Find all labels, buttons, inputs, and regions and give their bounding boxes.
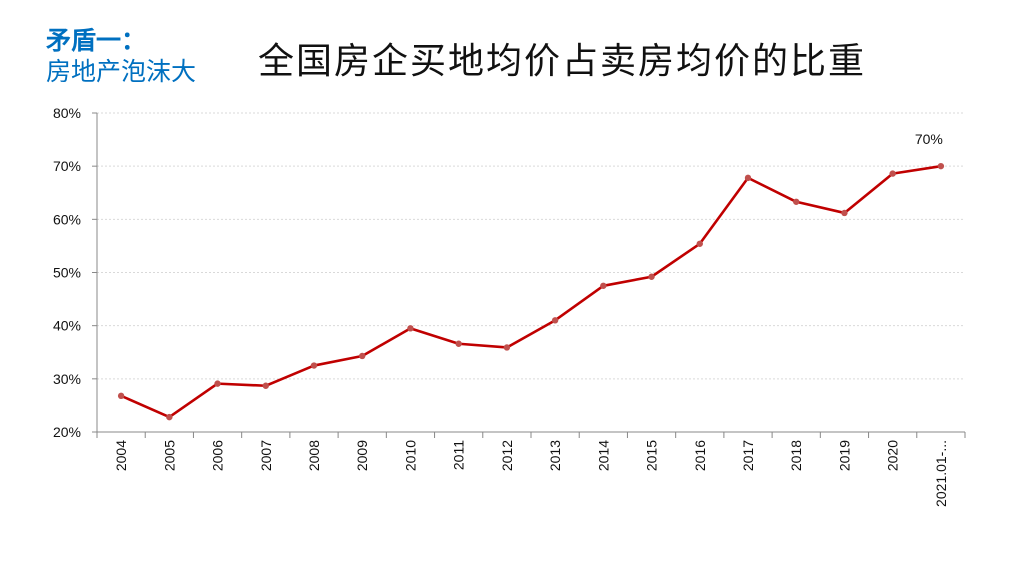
data-point — [648, 273, 655, 280]
data-point — [262, 382, 269, 389]
y-tick-label: 20% — [53, 424, 81, 440]
x-tick-label: 2014 — [595, 440, 611, 471]
x-tick-label: 2005 — [161, 440, 177, 471]
x-tick-label: 2021.01-... — [933, 440, 949, 507]
x-tick-label: 2016 — [692, 440, 708, 471]
section-title: 矛盾一： 房地产泡沫大 — [46, 26, 196, 88]
data-point — [117, 392, 125, 400]
data-point — [744, 174, 752, 182]
data-point — [407, 325, 414, 332]
x-tick-label: 2006 — [210, 440, 226, 471]
data-point — [551, 317, 559, 324]
axes — [92, 112, 966, 438]
x-tick-label: 2009 — [354, 440, 370, 471]
y-tick-label: 30% — [53, 371, 81, 387]
section-title-line2: 房地产泡沫大 — [46, 57, 197, 86]
x-tick-label: 2011 — [451, 440, 467, 470]
x-tick-label: 2004 — [113, 440, 129, 471]
x-tick-label: 2019 — [836, 440, 852, 471]
data-point — [166, 413, 173, 421]
data-point — [455, 340, 462, 347]
x-tick-label: 2010 — [402, 440, 418, 471]
x-tick-label: 2013 — [547, 440, 563, 471]
data-point — [793, 198, 800, 205]
x-tick-label: 2007 — [258, 440, 274, 471]
data-point — [696, 240, 703, 247]
y-tick-labels: 20% 30% 40% 50% 60% 70% 80% — [53, 105, 81, 440]
series-line — [120, 164, 942, 419]
x-tick-label: 2018 — [788, 440, 804, 471]
x-tick-labels: 2004 2005 2006 2007 2008 2009 2010 2011 2012 2013… — [113, 440, 949, 507]
y-tick-label: 60% — [53, 211, 81, 227]
data-point — [359, 352, 366, 360]
y-tick-label: 80% — [53, 105, 81, 121]
data-point — [889, 170, 896, 177]
data-point — [214, 380, 221, 387]
x-tick-label: 2020 — [885, 440, 901, 471]
data-point — [600, 282, 607, 289]
data-label: 70% — [915, 131, 943, 147]
chart-title: 全国房企买地均价占卖房均价的比重 — [258, 41, 867, 82]
data-point — [503, 344, 511, 351]
data-point — [310, 362, 318, 369]
data-labels: 70% — [915, 131, 943, 147]
grid-lines — [97, 112, 965, 380]
x-tick-label: 2008 — [306, 440, 322, 471]
y-tick-label: 40% — [53, 318, 81, 334]
x-tick-label: 2012 — [499, 440, 515, 471]
y-tick-label: 70% — [53, 158, 81, 174]
data-point — [841, 209, 848, 217]
y-tick-label: 50% — [53, 265, 81, 281]
x-tick-label: 2015 — [644, 440, 660, 471]
section-title-line1: 矛盾一： — [46, 26, 147, 55]
x-tick-label: 2017 — [740, 440, 756, 471]
series — [117, 162, 945, 421]
data-point — [937, 162, 945, 170]
